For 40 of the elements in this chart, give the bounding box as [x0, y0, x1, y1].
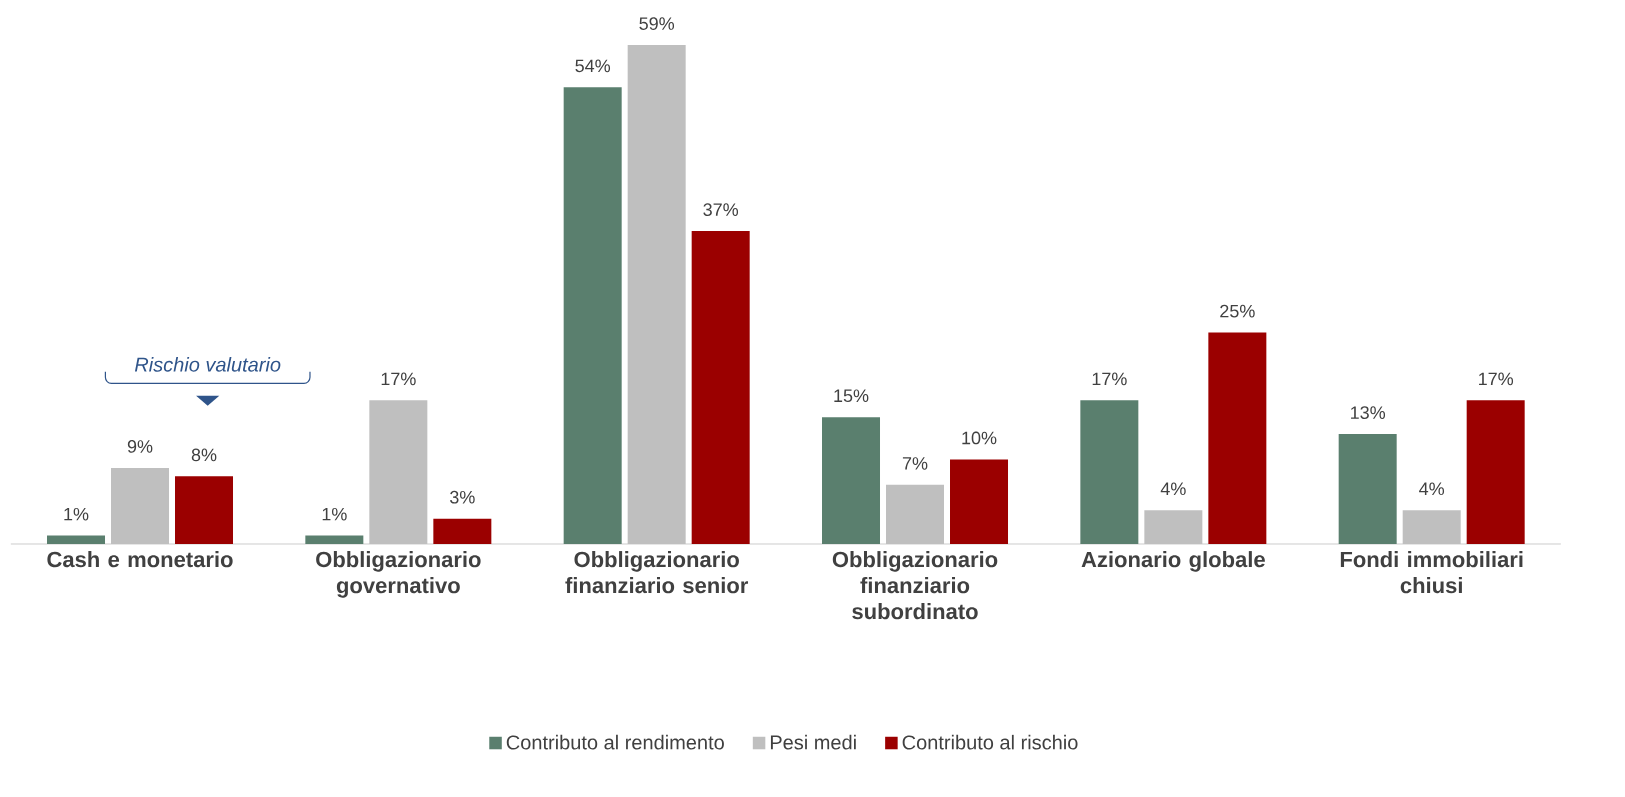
bar [950, 459, 1009, 544]
data-label: 25% [1220, 304, 1255, 318]
x-tick-label: Obbligazionario governativo [316, 551, 481, 598]
data-label: 15% [834, 389, 869, 403]
data-label: 17% [1479, 372, 1514, 386]
data-label: 7% [902, 457, 928, 470]
x-tick-label: Obbligazionario finanziario senior [565, 551, 749, 594]
x-tick-label: Azionario globale [1081, 551, 1265, 572]
data-label: 59% [639, 17, 675, 30]
legend-label: Pesi medi [770, 734, 856, 750]
data-label: 4% [1419, 482, 1445, 496]
bar [47, 535, 105, 544]
bar [433, 518, 492, 544]
data-label: 17% [1092, 372, 1127, 386]
data-label: 9% [127, 440, 153, 453]
data-label: 13% [1351, 406, 1386, 419]
data-label: 37% [703, 203, 739, 217]
data-label: 4% [1160, 482, 1186, 496]
bar [1466, 400, 1525, 544]
legend-label: Contributo al rischio [902, 734, 1078, 750]
bar [822, 417, 881, 544]
annotation: Rischio valutario [134, 357, 281, 372]
bar [691, 231, 750, 544]
bar [1338, 434, 1397, 544]
data-label: 8% [191, 448, 217, 462]
bar [563, 87, 622, 544]
x-tick-label: Obbligazionario finanziario subordinato [832, 551, 998, 620]
bar [175, 476, 234, 544]
bar [1080, 400, 1139, 544]
x-tick-label: Cash e monetario [47, 551, 233, 568]
bar [1208, 332, 1267, 544]
x-tick-label: Fondi immobiliari chiusi [1340, 551, 1523, 594]
data-label: 10% [962, 431, 997, 445]
data-label: 1% [64, 507, 89, 521]
bar [305, 535, 364, 544]
legend-label: Contributo al rendimento [506, 734, 724, 750]
data-label: 3% [450, 490, 475, 504]
data-label: 54% [575, 59, 611, 73]
data-label: 17% [381, 372, 416, 386]
data-label: 1% [322, 507, 347, 521]
